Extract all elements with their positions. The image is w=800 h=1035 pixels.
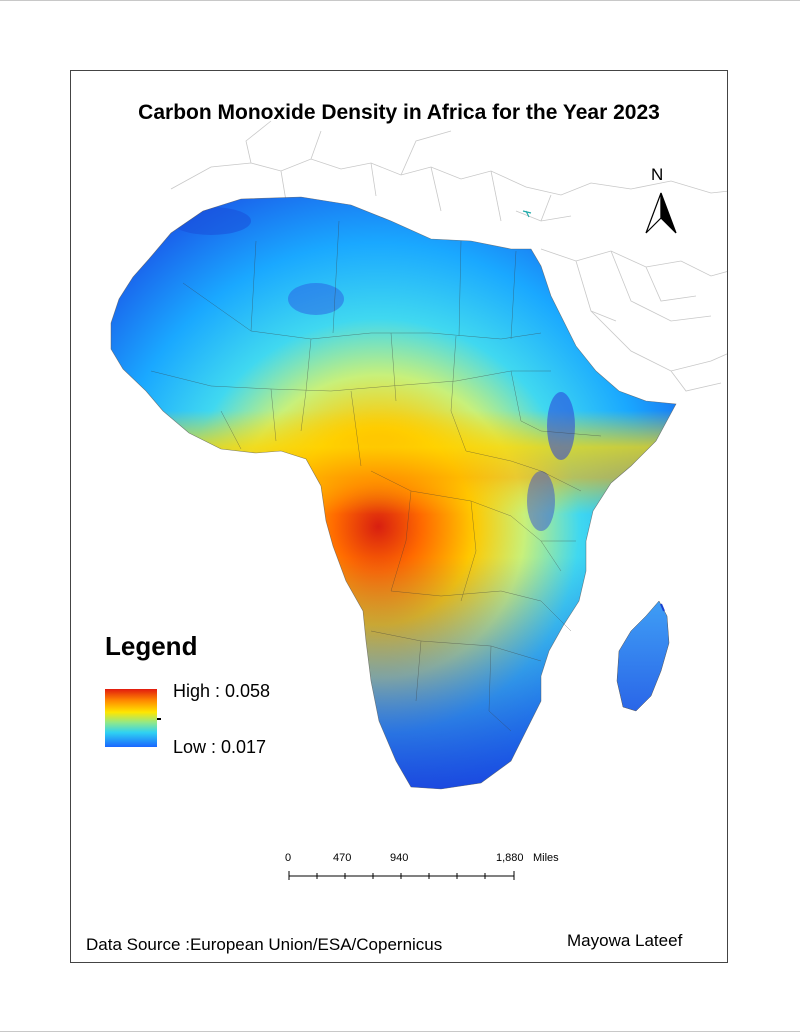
legend-high-label: High : 0.058: [173, 681, 271, 701]
page-top-rule: [0, 0, 800, 1]
page-bottom-rule: [0, 1031, 800, 1032]
basemap-outlines: [170, 120, 727, 392]
map-title: Carbon Monoxide Density in Africa for th…: [138, 101, 660, 124]
scale-bar: [288, 871, 515, 880]
author-name: Mayowa Lateef: [567, 931, 683, 950]
legend-color-ramp: [105, 689, 157, 747]
scale-label-470: 470: [333, 852, 352, 864]
country-borders: [150, 220, 602, 732]
scale-label-0: 0: [285, 852, 292, 864]
africa-co-raster: [110, 196, 677, 790]
scale-unit: Miles: [533, 852, 559, 864]
legend-title: Legend: [105, 631, 198, 661]
north-arrow-icon: [645, 192, 677, 234]
legend-ramp-tick: [157, 718, 161, 720]
scale-label-1880: 1,880: [496, 852, 524, 864]
madagascar: [616, 600, 670, 712]
map-canvas: [110, 120, 727, 790]
scale-label-940: 940: [390, 852, 409, 864]
data-source-text: Data Source :European Union/ESA/Copernic…: [86, 935, 443, 954]
north-label: N: [651, 165, 664, 184]
map-frame: Carbon Monoxide Density in Africa for th…: [70, 70, 728, 963]
legend-low-label: Low : 0.017: [173, 737, 267, 757]
madagascar-north-tip: [660, 603, 665, 612]
